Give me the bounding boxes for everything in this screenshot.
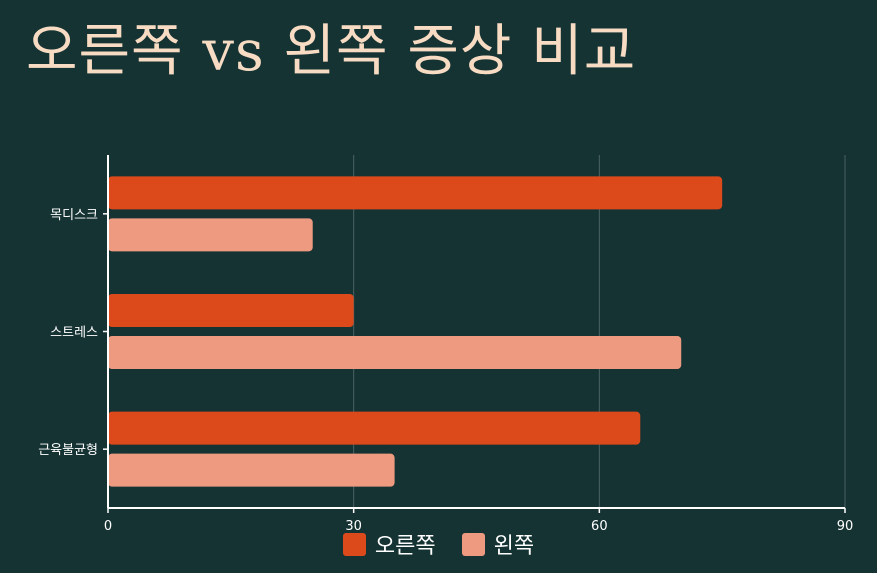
bar-right-0 <box>108 176 723 210</box>
x-tick-label: 90 <box>837 519 854 534</box>
category-label: 근육불균형 <box>38 443 98 458</box>
category-label: 스트레스 <box>50 326 98 341</box>
x-tick-label: 30 <box>345 519 362 534</box>
bar-left-2 <box>108 453 395 487</box>
legend-item-left[interactable]: 왼쪽 <box>461 528 535 560</box>
bar-right-1 <box>108 294 354 327</box>
legend-swatch-right <box>342 532 366 556</box>
bar-right-2 <box>108 411 641 445</box>
chart-title: 오른쪽 vs 왼쪽 증상 비교 <box>26 19 637 84</box>
legend-swatch-left <box>461 532 485 556</box>
bars <box>108 176 723 487</box>
x-tick-label: 60 <box>591 519 608 534</box>
x-tick-label: 0 <box>104 519 112 534</box>
bar-left-0 <box>108 218 313 252</box>
legend-label-left: 왼쪽 <box>493 534 535 559</box>
legend-item-right[interactable]: 오른쪽 <box>342 528 436 560</box>
grid-lines <box>353 155 846 508</box>
legend: 오른쪽 왼쪽 <box>0 528 877 560</box>
category-label: 목디스크 <box>50 208 98 223</box>
bar-left-1 <box>108 336 682 369</box>
legend-label-right: 오른쪽 <box>374 534 436 559</box>
